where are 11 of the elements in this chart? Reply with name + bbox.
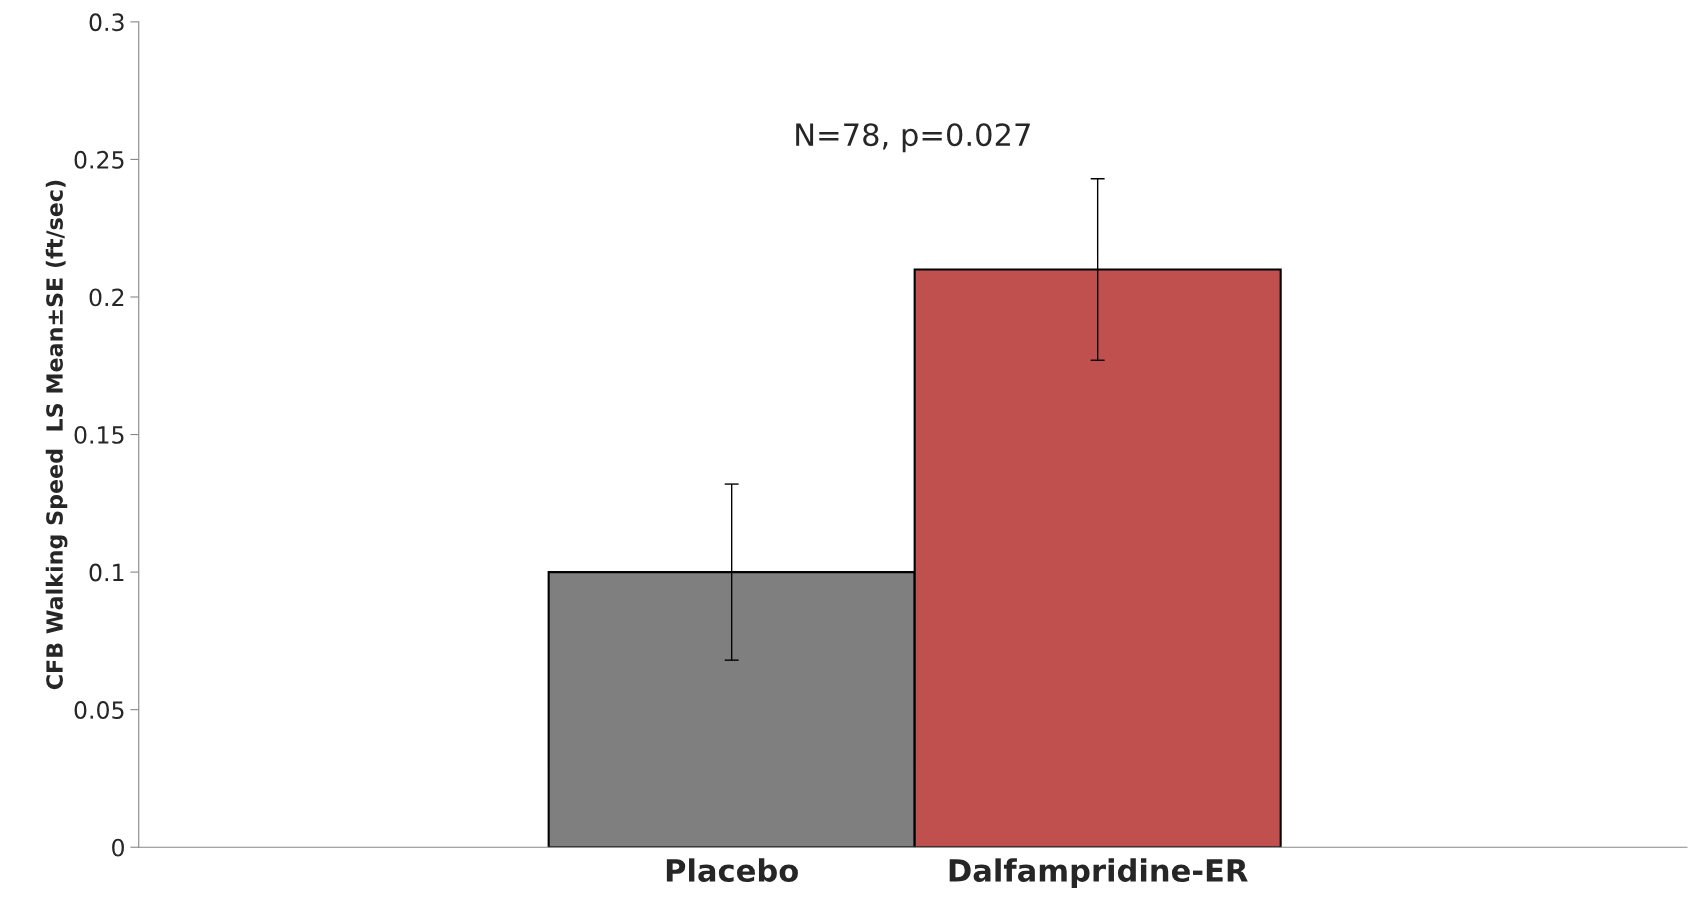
annotation: N=78, p=0.027 <box>796 123 1030 153</box>
y-tick-label: 0.1 <box>89 563 124 582</box>
y-tick-label: 0.15 <box>74 425 124 444</box>
y-axis-title: CFB Walking Speed LS Mean±SE (ft/sec) <box>45 180 68 690</box>
y-tick-label: 0.3 <box>89 13 124 32</box>
x-tick-label: Dalfampridine-ER <box>949 858 1248 888</box>
y-tick-label: 0.25 <box>74 150 124 169</box>
y-tick-label: 0.2 <box>89 288 124 307</box>
x-tick-label: Placebo <box>666 858 798 882</box>
y-tick-label: 0.05 <box>74 701 124 719</box>
y-tick-label: 0 <box>112 838 124 857</box>
